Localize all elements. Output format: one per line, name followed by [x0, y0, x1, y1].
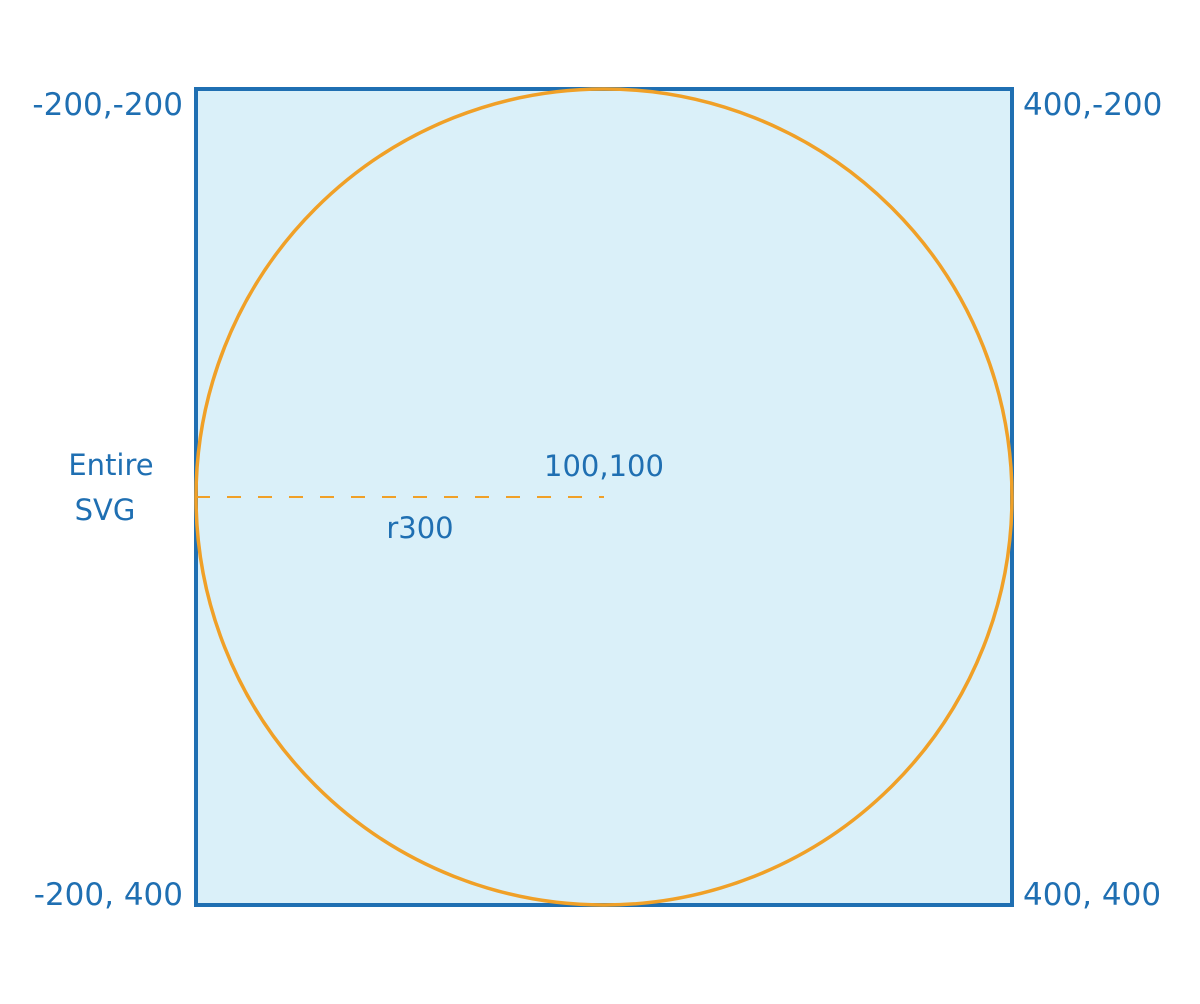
corner-label-top-left: -200,-200 [32, 87, 183, 123]
side-label-line2: SVG [75, 493, 136, 527]
side-label-line1: Entire [68, 448, 153, 482]
corner-label-bottom-right: 400, 400 [1023, 877, 1161, 913]
corner-label-top-right: 400,-200 [1023, 87, 1162, 123]
center-label: 100,100 [544, 449, 664, 483]
corner-label-bottom-left: -200, 400 [34, 877, 183, 913]
radius-label: r300 [386, 511, 453, 545]
